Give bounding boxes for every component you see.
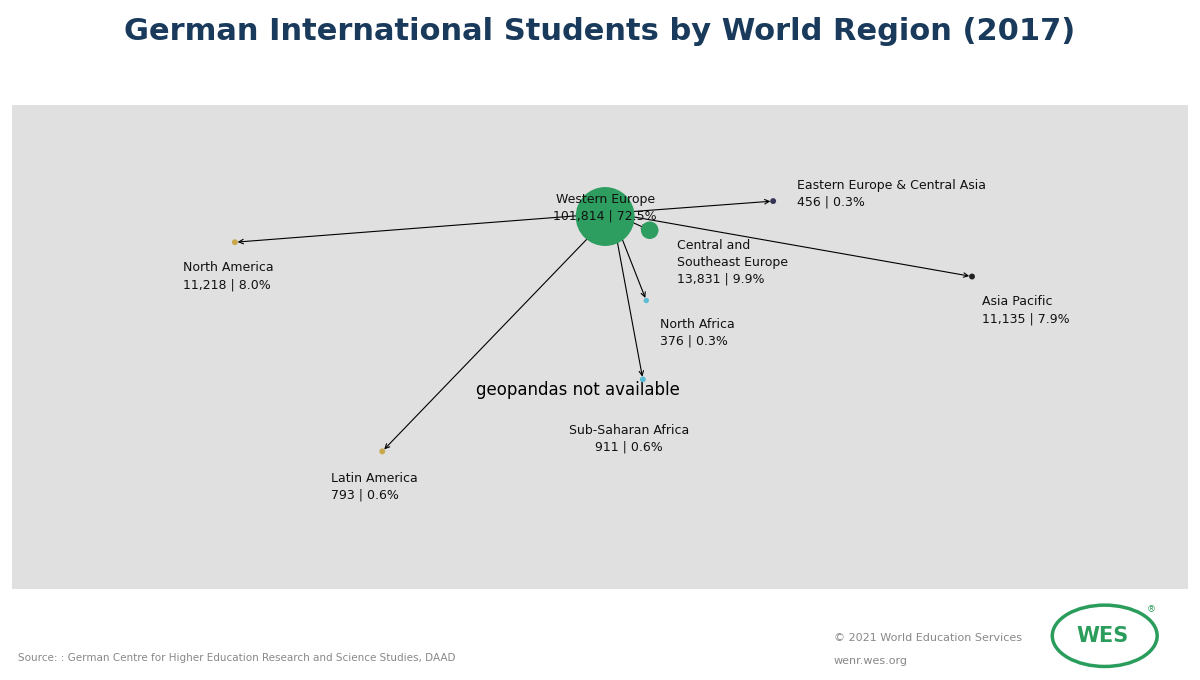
Text: WES: WES <box>1076 626 1128 646</box>
Point <box>595 211 614 222</box>
Point <box>226 237 245 248</box>
Point <box>373 446 392 457</box>
Point <box>640 225 659 236</box>
Point <box>962 271 982 282</box>
Text: North America
11,218 | 8.0%: North America 11,218 | 8.0% <box>184 261 274 291</box>
Point <box>637 295 656 306</box>
Text: Sub-Saharan Africa
911 | 0.6%: Sub-Saharan Africa 911 | 0.6% <box>569 424 689 454</box>
Text: Latin America
793 | 0.6%: Latin America 793 | 0.6% <box>331 472 418 502</box>
Text: wenr.wes.org: wenr.wes.org <box>834 656 908 666</box>
Text: Eastern Europe & Central Asia
456 | 0.3%: Eastern Europe & Central Asia 456 | 0.3% <box>797 179 986 209</box>
Text: Asia Pacific
11,135 | 7.9%: Asia Pacific 11,135 | 7.9% <box>983 295 1070 325</box>
Point <box>763 196 782 207</box>
Text: German International Students by World Region (2017): German International Students by World R… <box>125 17 1075 46</box>
Text: North Africa
376 | 0.3%: North Africa 376 | 0.3% <box>660 318 734 347</box>
Text: Western Europe
101,814 | 72.5%: Western Europe 101,814 | 72.5% <box>553 192 656 222</box>
Text: Source: : German Centre for Higher Education Research and Science Studies, DAAD: Source: : German Centre for Higher Educa… <box>18 653 456 663</box>
Text: geopandas not available: geopandas not available <box>475 381 679 398</box>
Text: Central and
Southeast Europe
13,831 | 9.9%: Central and Southeast Europe 13,831 | 9.… <box>677 239 788 286</box>
Point <box>634 374 653 385</box>
Text: ®: ® <box>1147 605 1156 614</box>
Text: © 2021 World Education Services: © 2021 World Education Services <box>834 632 1022 643</box>
